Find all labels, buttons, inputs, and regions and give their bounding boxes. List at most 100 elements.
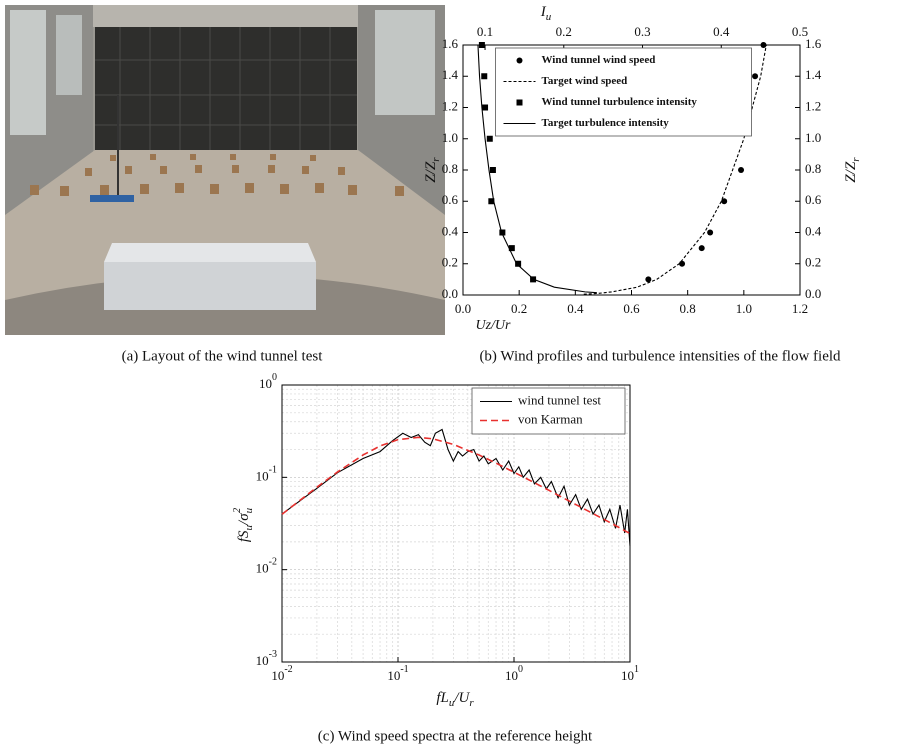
y-axis-label: fSu/σu2 [232,507,254,542]
label-sub: r [469,697,474,709]
legend-label: Target wind speed [542,75,628,87]
y-tick-label-text: 10 [256,468,269,483]
x-tick-label-text: 10 [271,668,284,683]
y-tick-label-text: 0.0 [442,286,458,301]
label-sub: u [449,697,455,709]
y-tick-label-text: 1.0 [442,130,458,145]
y2-tick-label: 1.2 [805,98,821,113]
x-tick-label-exponent: 1 [634,664,639,675]
y-tick-label: 10-3 [256,649,277,668]
legend-label: wind tunnel test [518,392,601,407]
label-part: /σ [236,513,252,526]
y2-tick-label: 0.8 [805,161,821,176]
x-tick-label-text: 10 [387,668,400,683]
point [707,229,714,236]
legend-label: Target turbulence intensity [542,117,670,129]
y-tick-label-exponent: -3 [269,649,277,660]
x2-axis-label: Iu [540,4,552,22]
x-tick-label-exponent: -2 [284,664,292,675]
point [486,135,493,142]
caption: (c) Wind speed spectra at the reference … [318,728,593,744]
plot-frame [281,384,631,663]
point [698,245,705,252]
x-axis-label: Uz/Ur [475,318,511,333]
point [499,229,506,236]
x-tick-label: 0.2 [511,301,527,316]
y-tick-label: 1.6 [442,36,459,51]
point [760,42,767,48]
point [481,73,488,80]
y2-axis-label: Z/Zr [843,157,861,183]
point [679,260,686,267]
label-part: Z/Z [843,161,859,183]
y-tick-label-exponent: 0 [272,372,277,383]
legend-label: Wind tunnel turbulence intensity [542,96,698,108]
y-tick-label: 10-2 [256,557,277,576]
y2-tick-label-text: 1.0 [805,130,821,145]
y2-tick-label-text: 0.0 [805,286,821,301]
label-sub: u [243,524,255,530]
label-sub: u [546,11,552,23]
point [515,260,522,267]
x-tick-label: 0.4 [567,301,584,316]
y-tick-label-text: 10 [256,561,269,576]
point [488,198,495,205]
y2-tick-label: 1.0 [805,130,821,145]
x-tick-label-text: 0.0 [455,301,471,316]
point [508,245,515,252]
y-tick-label: 1.0 [442,130,458,145]
x-tick-label: 101 [621,664,639,683]
series-line [281,436,631,535]
y-tick-label: 1.4 [442,67,459,82]
y-tick-label-exponent: -2 [269,557,277,568]
y-tick-label-exponent: -1 [269,465,277,476]
label-sub: r [430,157,442,162]
y-tick-label: 1.2 [442,98,458,113]
y-tick-label: 0.0 [442,286,458,301]
x-tick-label-exponent: -1 [400,664,408,675]
point [721,198,728,205]
point [645,276,652,283]
y2-tick-label: 0.4 [805,223,822,238]
y2-tick-label: 1.6 [805,36,822,51]
plot-frame [462,44,801,296]
y2-tick-label: 1.4 [805,67,822,82]
legend-box [495,47,752,137]
y2-tick-label: 0.6 [805,192,822,207]
y2-tick-label: 0.2 [805,255,821,270]
x-tick-label-text: 1.0 [736,301,752,316]
x-tick-label-text: 10 [505,668,518,683]
point [482,104,489,111]
label-part: fS [236,530,252,542]
x-axis-label: fLu/Ur [436,690,474,708]
label-sub: r [850,157,862,162]
label-part: fL [436,690,449,706]
caption: (a) Layout of the wind tunnel test [122,348,324,364]
x2-tick-label: 0.4 [713,24,730,39]
x2-tick-label: 0.3 [634,24,650,39]
legend-label: Wind tunnel wind speed [542,54,656,66]
x2-tick-label: 0.5 [792,24,808,39]
label-sup: 2 [232,508,243,513]
label-part: Z/Z [423,161,439,183]
point [738,167,745,173]
legend-label: von Karman [518,411,583,426]
y-tick-label: 0.2 [442,255,458,270]
label-sub: u [243,507,255,513]
photo [5,5,445,335]
x-tick-label-exponent: 0 [518,664,523,675]
y-tick-label-text: 10 [259,376,272,391]
x2-tick-label: 0.1 [477,24,493,39]
x-tick-label-text: 10 [621,668,634,683]
y-tick-label: 0.6 [442,192,459,207]
point [489,167,496,173]
y-tick-label: 0.8 [442,161,458,176]
y2-tick-label: 0.0 [805,286,821,301]
x-tick-label: 1.2 [792,301,808,316]
y-axis-label: Z/Zr [423,157,441,183]
label-part: I [540,4,547,20]
series-line [281,428,631,547]
x-tick-label: 1.0 [736,301,752,316]
y-tick-label: 10-1 [256,465,277,484]
